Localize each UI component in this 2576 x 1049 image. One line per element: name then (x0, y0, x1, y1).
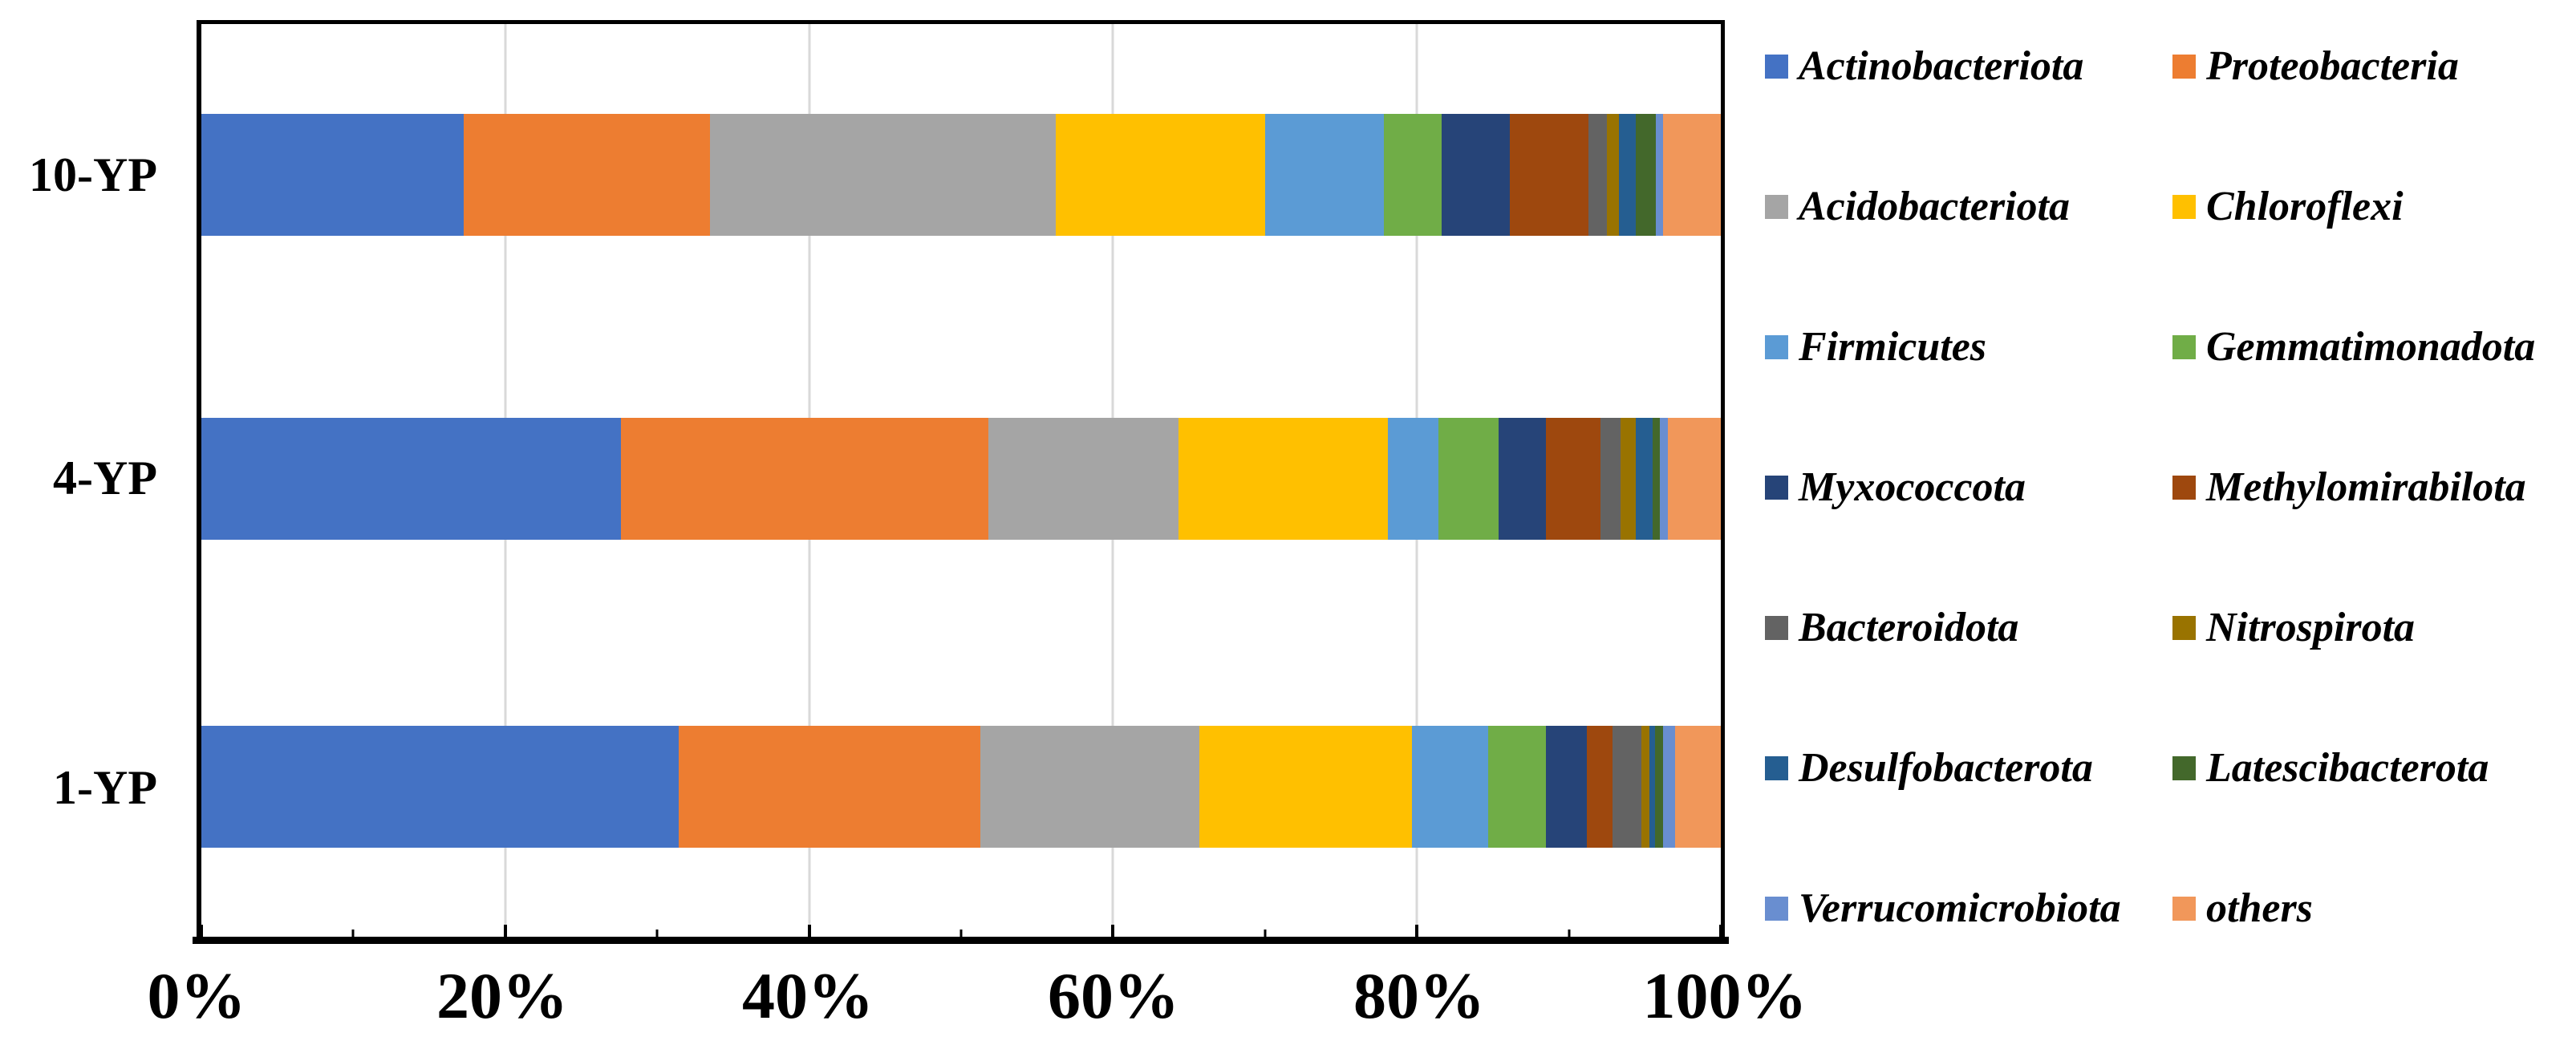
legend-swatch-Gemmatimonadota (2172, 335, 2196, 359)
x-major-tick-40 (807, 925, 811, 937)
x-minor-tick-30 (655, 930, 659, 937)
plot-area (197, 20, 1725, 937)
bar-segment-4-YP-Proteobacteria (620, 418, 989, 540)
bar-segment-10-YP-Nitrospirota (1607, 114, 1620, 236)
bar-segment-4-YP-Verrucomicrobiota (1660, 418, 1668, 540)
bar-segment-10-YP-Verrucomicrobiota (1655, 114, 1664, 236)
legend-label-Proteobacteria: Proteobacteria (2206, 43, 2459, 89)
legend-swatch-Bacteroidota (1765, 616, 1788, 640)
legend-swatch-others (2172, 897, 2196, 921)
bar-segment-1-YP-Bacteroidota (1613, 726, 1642, 848)
legend-swatch-Myxococcota (1765, 476, 1788, 500)
legend-swatch-Latescibacterota (2172, 756, 2196, 780)
bar-segment-10-YP-Latescibacterota (1635, 114, 1656, 236)
x-tick-label-80%: 80% (1353, 959, 1485, 1032)
legend-label-Nitrospirota: Nitrospirota (2206, 605, 2416, 650)
legend-label-Firmicutes: Firmicutes (1799, 324, 1987, 370)
bar-row-4-YP (201, 418, 1721, 540)
legend-label-Desulfobacterota: Desulfobacterota (1799, 745, 2093, 791)
y-category-label-1-YP: 1-YP (53, 761, 157, 814)
bar-segment-10-YP-Acidobacteriota (709, 114, 1057, 236)
y-category-label-10-YP: 10-YP (29, 148, 157, 201)
x-tick-label-40%: 40% (742, 959, 874, 1032)
x-major-tick-0 (200, 925, 203, 937)
legend-swatch-Actinobacteriota (1765, 55, 1788, 79)
bar-segment-1-YP-Myxococcota (1545, 726, 1588, 848)
legend-label-Acidobacteriota: Acidobacteriota (1799, 184, 2070, 229)
x-major-tick-20 (503, 925, 507, 937)
bar-segment-4-YP-Myxococcota (1499, 418, 1547, 540)
legend-swatch-Chloroflexi (2172, 195, 2196, 219)
bar-segment-10-YP-Bacteroidota (1588, 114, 1608, 236)
legend-label-Gemmatimonadota: Gemmatimonadota (2206, 324, 2536, 370)
bar-segment-1-YP-Verrucomicrobiota (1662, 726, 1675, 848)
x-major-tick-60 (1111, 925, 1115, 937)
bar-segment-1-YP-Nitrospirota (1641, 726, 1649, 848)
bar-segment-1-YP-Gemmatimonadota (1487, 726, 1546, 848)
legend-swatch-Proteobacteria (2172, 55, 2196, 79)
legend-label-Verrucomicrobiota: Verrucomicrobiota (1799, 885, 2121, 931)
legend-label-others: others (2206, 885, 2313, 931)
bar-segment-4-YP-Methylomirabilota (1546, 418, 1601, 540)
bar-segment-10-YP-Methylomirabilota (1509, 114, 1589, 236)
bar-segment-1-YP-Methylomirabilota (1587, 726, 1613, 848)
bar-segment-10-YP-Myxococcota (1441, 114, 1510, 236)
bar-segment-4-YP-Desulfobacterota (1635, 418, 1653, 540)
bar-segment-10-YP-others (1663, 114, 1721, 236)
legend-swatch-Methylomirabilota (2172, 476, 2196, 500)
bar-segment-4-YP-Nitrospirota (1620, 418, 1636, 540)
x-tick-label-60%: 60% (1048, 959, 1179, 1032)
bar-segment-10-YP-Firmicutes (1265, 114, 1384, 236)
x-tick-label-100%: 100% (1642, 959, 1807, 1032)
x-minor-tick-90 (1568, 930, 1571, 937)
bar-segment-10-YP-Desulfobacterota (1619, 114, 1636, 236)
bar-segment-1-YP-Latescibacterota (1655, 726, 1663, 848)
bar-segment-4-YP-Gemmatimonadota (1438, 418, 1499, 540)
bar-segment-4-YP-Bacteroidota (1600, 418, 1621, 540)
x-tick-label-20%: 20% (436, 959, 568, 1032)
x-minor-tick-70 (1264, 930, 1267, 937)
legend-swatch-Desulfobacterota (1765, 756, 1788, 780)
bar-segment-1-YP-Proteobacteria (679, 726, 980, 848)
bar-segment-4-YP-Firmicutes (1388, 418, 1438, 540)
x-minor-tick-50 (959, 930, 963, 937)
legend-label-Bacteroidota: Bacteroidota (1799, 605, 2019, 650)
bar-segment-4-YP-Latescibacterota (1652, 418, 1661, 540)
legend-swatch-Firmicutes (1765, 335, 1788, 359)
legend-swatch-Verrucomicrobiota (1765, 897, 1788, 921)
legend-swatch-Nitrospirota (2172, 616, 2196, 640)
bar-segment-10-YP-Gemmatimonadota (1383, 114, 1442, 236)
bar-segment-1-YP-Acidobacteriota (980, 726, 1199, 848)
bar-segment-10-YP-Actinobacteriota (201, 114, 464, 236)
legend-label-Myxococcota: Myxococcota (1799, 464, 2026, 510)
bar-segment-10-YP-Chloroflexi (1056, 114, 1266, 236)
bar-row-10-YP (201, 114, 1721, 236)
bar-row-1-YP (201, 726, 1721, 848)
x-axis-tick-labels: 0% 20% 40% 60% 80% 100% (148, 956, 1807, 1044)
bar-segment-1-YP-Desulfobacterota (1649, 726, 1656, 848)
bar-segment-4-YP-Actinobacteriota (201, 418, 621, 540)
x-minor-tick-10 (351, 930, 355, 937)
bar-segment-1-YP-Firmicutes (1412, 726, 1488, 848)
x-tick-label-0%: 0% (147, 959, 246, 1032)
x-major-tick-100 (1719, 925, 1722, 937)
x-axis-line (193, 937, 1729, 944)
legend-label-Methylomirabilota: Methylomirabilota (2206, 464, 2526, 510)
legend-label-Actinobacteriota: Actinobacteriota (1799, 43, 2084, 89)
bar-segment-1-YP-Chloroflexi (1199, 726, 1413, 848)
bar-segment-1-YP-Actinobacteriota (201, 726, 679, 848)
y-category-label-4-YP: 4-YP (53, 452, 157, 504)
legend-label-Latescibacterota: Latescibacterota (2206, 745, 2489, 791)
legend-label-Chloroflexi: Chloroflexi (2206, 184, 2404, 229)
bar-segment-4-YP-others (1667, 418, 1721, 540)
bar-segment-10-YP-Proteobacteria (464, 114, 710, 236)
bar-segment-4-YP-Acidobacteriota (988, 418, 1178, 540)
x-major-tick-80 (1415, 925, 1419, 937)
bar-segment-1-YP-others (1675, 726, 1721, 848)
legend-swatch-Acidobacteriota (1765, 195, 1788, 219)
bar-segment-4-YP-Chloroflexi (1178, 418, 1389, 540)
